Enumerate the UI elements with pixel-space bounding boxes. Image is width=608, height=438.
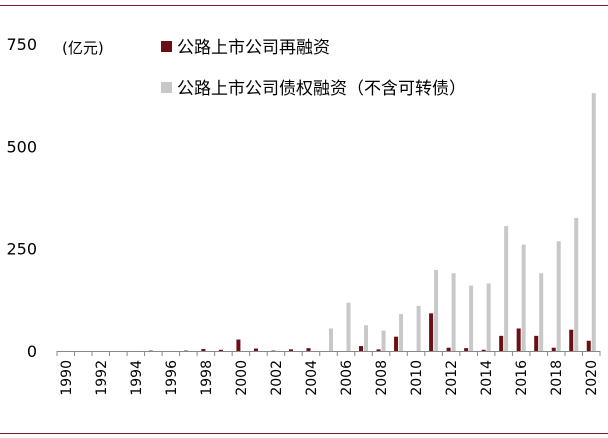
x-tick-label: 1996 [164,360,180,396]
bar-debt-financing [399,314,404,351]
bar-refinancing [306,348,311,351]
x-tick-label: 2016 [514,360,530,396]
x-tick-label: 2012 [444,360,460,396]
x-tick-label: 1994 [129,360,145,396]
bar-debt-financing [469,285,474,351]
bar-debt-financing [504,226,509,351]
bar-refinancing [429,313,434,351]
bar-debt-financing [434,269,439,351]
x-tick-label: 2014 [479,360,495,396]
bar-debt-financing [521,244,526,351]
bar-debt-financing [486,283,491,351]
x-tick-label: 2006 [339,360,355,396]
x-tick-label: 1998 [199,360,215,396]
bar-refinancing [586,340,591,351]
legend-swatch-refinancing [161,41,172,52]
x-tick-label: 2018 [549,360,565,396]
bar-refinancing [183,350,188,352]
bar-refinancing [201,348,206,351]
bar-refinancing [534,335,539,351]
x-axis-ticks: 1990 1992 1994 1996 1998 2000 2002 2004 2006 2008… [56,351,601,396]
bar-refinancing [516,328,521,351]
bar-refinancing [446,347,451,351]
bar-refinancing [499,335,504,351]
top-border [0,5,608,6]
x-tick-label: 2008 [374,360,390,396]
legend-label-refinancing: 公路上市公司再融资 [177,38,330,58]
bar-debt-financing [381,330,386,351]
bar-refinancing [253,348,258,351]
bar-refinancing [394,336,399,351]
bars-layer [148,93,596,352]
bar-refinancing [148,350,153,352]
bar-debt-financing [591,93,596,352]
x-tick-label: 2004 [304,360,320,396]
bar-refinancing [464,348,469,351]
bar-debt-financing [451,273,456,351]
bar-refinancing [481,349,486,351]
x-tick-label: 2002 [269,360,285,396]
bar-debt-financing [539,273,544,351]
bar-refinancing [359,346,364,351]
x-tick-label: 1992 [94,360,110,396]
bottom-border [0,433,608,434]
legend: 公路上市公司再融资 公路上市公司债权融资（不含可转债） [161,38,466,99]
bar-debt-financing [556,241,561,351]
unit-label: (亿元) [62,39,104,57]
bar-refinancing [218,349,223,351]
x-tick-label: 1990 [59,360,75,396]
bar-refinancing [236,339,241,351]
bar-refinancing [288,349,293,351]
y-tick-label: 500 [6,137,37,156]
y-tick-label: 250 [6,240,37,259]
bar-debt-financing [329,328,333,351]
bar-refinancing [271,350,276,352]
y-axis-ticks: 0 250 500 750 [6,35,37,361]
bar-refinancing [376,349,381,351]
bar-debt-financing [416,305,421,351]
y-tick-label: 0 [27,342,37,361]
bar-debt-financing [364,325,369,351]
x-tick-label: 2000 [234,360,250,396]
legend-label-debt-financing: 公路上市公司债权融资（不含可转债） [177,79,466,99]
bar-debt-financing [346,302,351,351]
bar-refinancing [551,347,556,351]
bar-refinancing [569,329,574,351]
bar-debt-financing [574,217,579,351]
y-tick-label: 750 [6,35,37,54]
x-tick-label: 2010 [409,360,425,396]
x-tick-label: 2020 [584,360,600,396]
legend-swatch-debt-financing [161,82,172,93]
